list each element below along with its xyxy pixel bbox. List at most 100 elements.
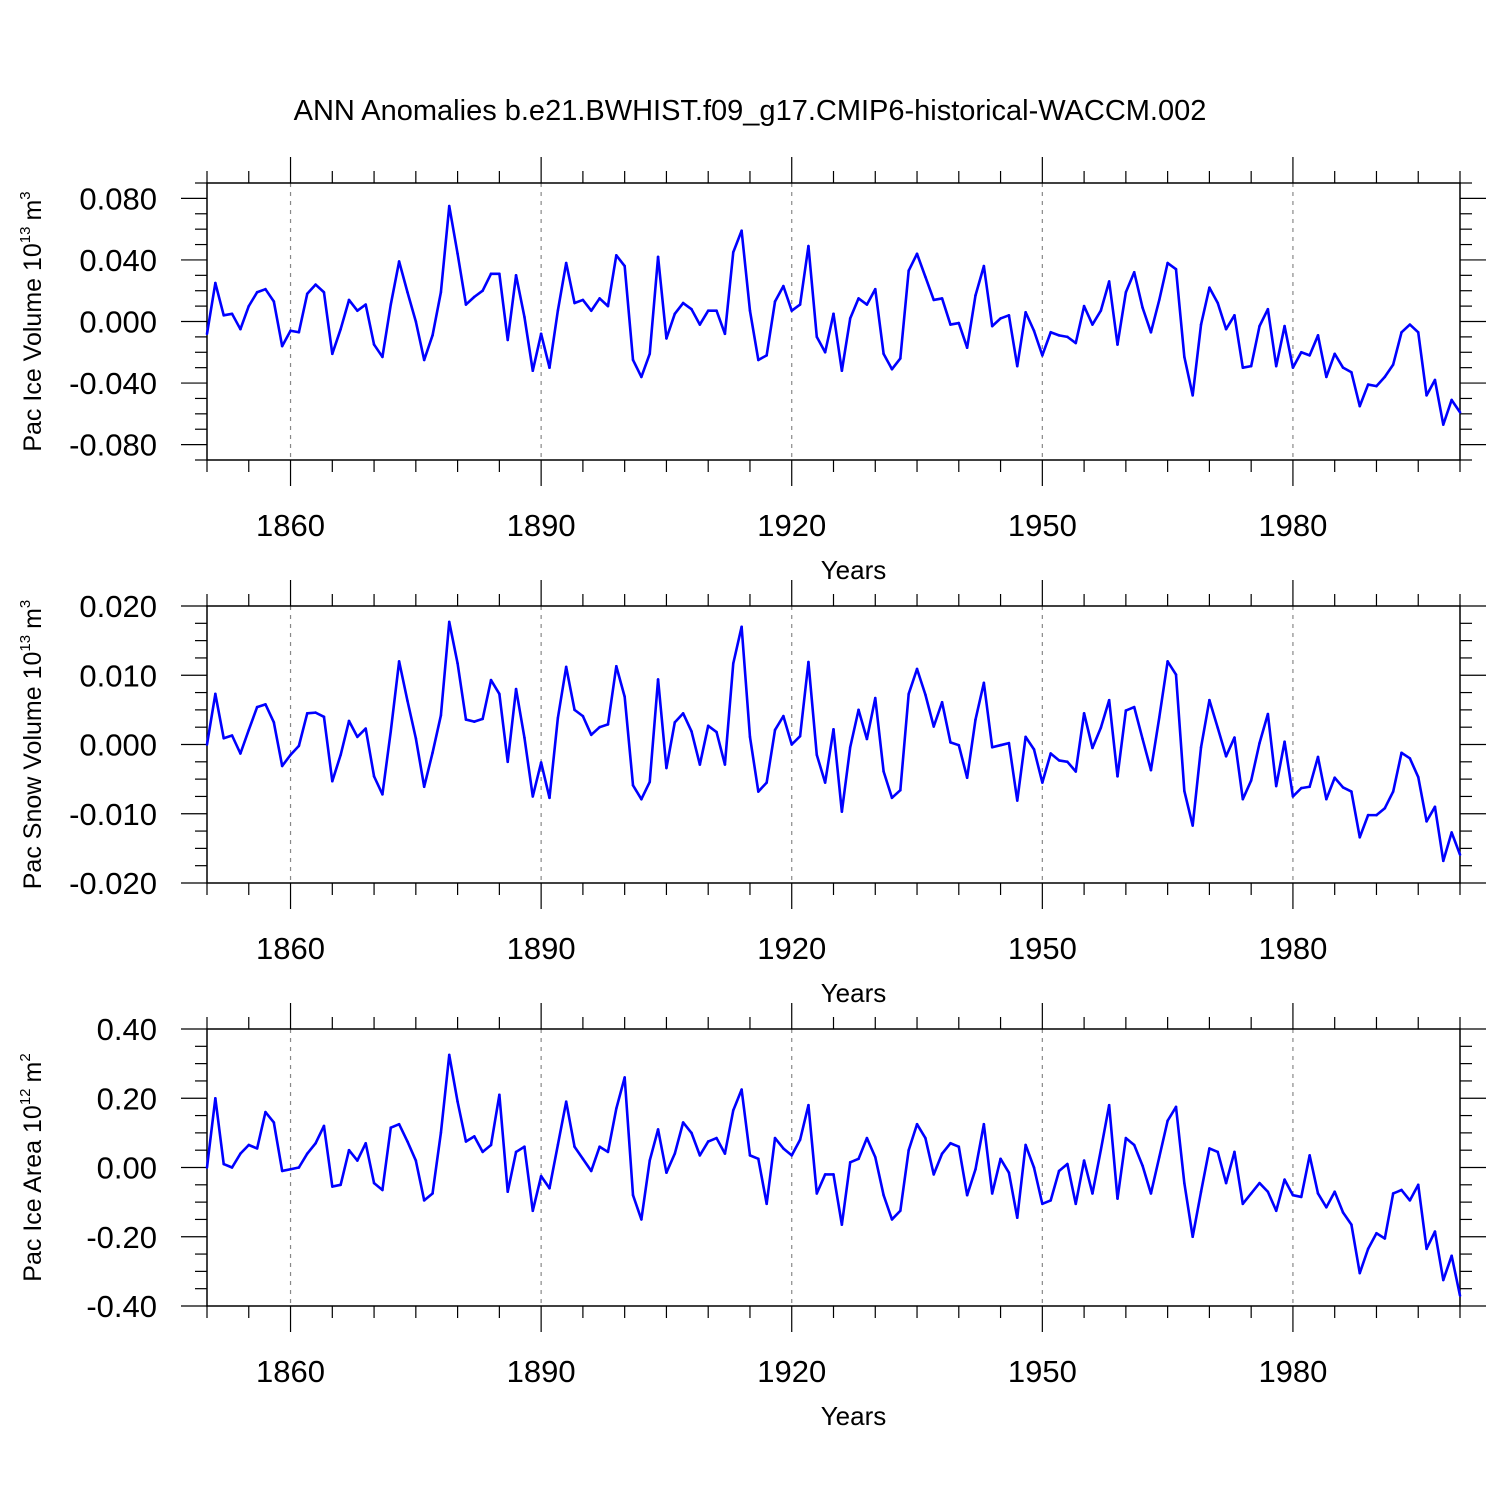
chart-ice-volume-segment-1931: [882, 352, 894, 371]
chart-snow-volume-segment-1918: [773, 714, 785, 732]
chart-snow-volume-segment-1979: [1283, 740, 1295, 798]
chart-ice-volume-segment-1901: [631, 358, 643, 379]
chart-ice-area-segment-1915: [748, 1154, 760, 1161]
chart-ice-area-segment-1913: [731, 1088, 743, 1112]
chart-ice-area-segment-1948: [1024, 1143, 1036, 1169]
chart-snow-volume-segment-1956: [1091, 726, 1103, 750]
chart-snow-volume-segment-1866: [339, 719, 351, 757]
chart-ice-volume-segment-1891: [548, 309, 560, 369]
chart-snow-volume-segment-1859: [280, 753, 292, 768]
chart-snow-volume-segment-1884: [489, 678, 501, 696]
chart-snow-volume-segment-1969: [1199, 698, 1211, 749]
chart-ice-area-segment-1908: [690, 1131, 702, 1157]
chart-snow-volume-segment-1904: [656, 678, 668, 770]
chart-snow-volume-segment-1882: [473, 717, 484, 723]
chart-ice-area-segment-1985: [1333, 1190, 1345, 1214]
chart-ice-area-segment-1921: [798, 1103, 810, 1142]
chart-snow-volume-segment-1921: [798, 660, 810, 738]
chart-snow-volume-segment-1903: [648, 678, 660, 784]
chart-snow-volume-segment-1870: [372, 775, 384, 796]
chart-snow-volume-segment-1994: [1408, 757, 1420, 779]
chart-ice-area-segment-1902: [640, 1159, 652, 1221]
chart-ice-volume-segment-1958: [1107, 280, 1119, 346]
chart-ice-area-segment-1890: [539, 1174, 551, 1190]
chart-ice-volume-segment-1925: [832, 312, 844, 373]
chart-ice-area-segment-1857: [264, 1110, 276, 1124]
chart-snow-volume-segment-1964: [1157, 660, 1169, 719]
chart-snow-volume-segment-1864: [322, 715, 334, 783]
chart-ice-volume-segment-1951: [1049, 330, 1061, 337]
chart-ice-volume-segment-1885: [498, 272, 510, 342]
chart-ice-volume-segment-1945: [999, 314, 1011, 320]
chart-ice-volume-segment-1971: [1216, 301, 1228, 331]
chart-ice-volume-segment-1976: [1258, 307, 1270, 328]
chart-ice-area-segment-1940: [957, 1145, 969, 1197]
chart-ice-area-segment-1909: [698, 1140, 710, 1157]
chart-ice-volume-segment-1864: [322, 290, 334, 356]
chart-snow-volume-segment-1944: [990, 743, 1002, 749]
chart-ice-volume-segment-1867: [347, 298, 359, 313]
chart-snow-volume-segment-1915: [748, 735, 760, 793]
chart-snow-volume-segment-1905: [665, 721, 677, 770]
chart-snow-volume-segment-1961: [1132, 705, 1144, 741]
chart-snow-volume-segment-1967: [1183, 789, 1194, 827]
chart-ice-area-segment-1893: [564, 1100, 576, 1149]
chart-ice-area-segment-1978: [1274, 1178, 1286, 1213]
chart-ice-volume-segment-1947: [1015, 310, 1027, 368]
chart-ice-volume-segment-1938: [940, 297, 952, 326]
chart-ice-volume-segment-1876: [422, 334, 434, 362]
chart-ice-volume-segment-1946: [1007, 314, 1019, 368]
chart-ice-volume-segment-1875: [414, 320, 426, 362]
chart-ice-area-segment-1883: [481, 1143, 493, 1154]
chart-ice-area-segment-1878: [439, 1053, 451, 1135]
chart-snow-volume-segment-1880: [456, 662, 468, 721]
chart-ice-area-segment-1971: [1216, 1150, 1228, 1185]
chart-snow-volume-segment-1983: [1316, 755, 1328, 801]
chart-ice-area-segment-1970: [1208, 1147, 1220, 1154]
chart-ice-volume-segment-1919: [782, 284, 794, 313]
chart-ice-volume-segment-1853: [230, 312, 242, 331]
chart-ice-area-segment-1927: [848, 1157, 860, 1164]
chart-snow-volume-segment-1955: [1082, 712, 1094, 750]
chart-ice-volume-segment-1936: [924, 275, 936, 302]
chart-ice-volume-segment-1923: [815, 335, 827, 354]
chart-snow-volume-ytick-label-4: 0.020: [79, 589, 157, 624]
chart-snow-volume-segment-1949: [1032, 748, 1044, 784]
chart-snow-volume-segment-1993: [1400, 751, 1412, 760]
chart-snow-volume-segment-1889: [531, 761, 543, 798]
chart-snow-volume-ytick-label-2: 0.000: [79, 728, 157, 763]
chart-ice-volume-segment-1868: [356, 303, 368, 313]
chart-ice-area-segment-1907: [681, 1121, 693, 1135]
chart-snow-volume-segment-1954: [1074, 712, 1086, 773]
chart-ice-area-segment-1993: [1400, 1188, 1412, 1202]
chart-snow-volume-segment-1982: [1308, 755, 1320, 789]
chart-ice-volume: 1860 1890 1920 1950 1980 Years -0.080 -0.040 0.0…: [17, 157, 1486, 585]
chart-snow-volume-segment-1883: [481, 678, 493, 721]
chart-ice-volume-segment-1893: [564, 261, 576, 305]
chart-ice-area-segment-1929: [865, 1136, 877, 1159]
chart-ice-area-segment-1905: [665, 1152, 677, 1174]
chart-ice-area-segment-1992: [1391, 1188, 1403, 1195]
chart-ice-volume-segment-1956: [1091, 309, 1103, 326]
chart-snow-volume-segment-1970: [1208, 698, 1220, 730]
chart-snow-volume-segment-1868: [356, 727, 368, 739]
chart-ice-area-xtick-label-0: 1860: [256, 1354, 325, 1389]
chart-ice-area-segment-1938: [940, 1141, 952, 1155]
chart-snow-volume-ylabel-unit: m: [19, 608, 47, 629]
chart-ice-area-segment-1865: [330, 1183, 342, 1188]
chart-ice-area-segment-1995: [1416, 1183, 1428, 1251]
chart-ice-area-segment-1886: [506, 1150, 518, 1194]
chart-snow-volume-segment-1928: [857, 708, 869, 741]
chart-ice-volume-segment-1879: [447, 204, 459, 256]
chart-ice-volume-ylabel-unit-exp: 3: [17, 191, 34, 199]
chart-ice-volume-segment-1937: [932, 297, 944, 302]
chart-ice-volume-segment-1998: [1441, 398, 1453, 426]
chart-ice-area-segment-1897: [598, 1145, 610, 1154]
chart-ice-volume-segment-1895: [581, 298, 593, 313]
chart-ice-volume-segment-1859: [280, 329, 292, 348]
chart-ice-volume-segment-1855: [247, 290, 259, 308]
chart-snow-volume-segment-1934: [907, 667, 919, 696]
chart-snow-volume-segment-1860: [289, 744, 301, 757]
chart-ice-area-segment-1895: [581, 1157, 593, 1173]
chart-snow-volume-segment-1913: [731, 625, 743, 665]
